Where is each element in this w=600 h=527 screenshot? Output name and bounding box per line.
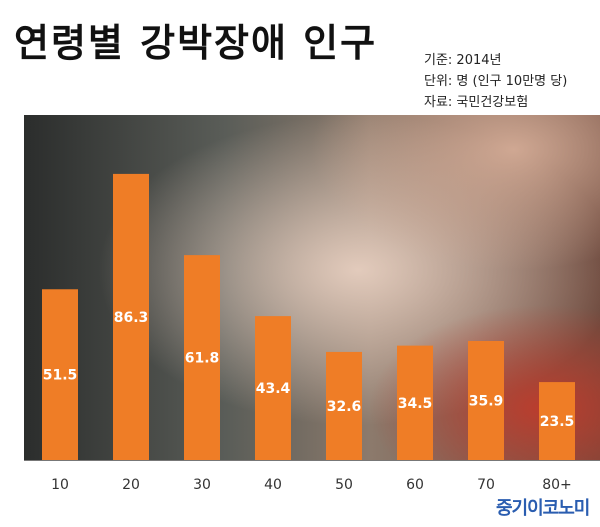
x-tick-40: 40 xyxy=(264,477,282,493)
x-tick-20: 20 xyxy=(122,477,140,493)
x-tick-10: 10 xyxy=(51,477,69,493)
x-tick-80+: 80+ xyxy=(542,477,572,493)
bar-40 xyxy=(255,316,291,460)
bar-80+ xyxy=(539,382,575,460)
data-label-20: 86.3 xyxy=(114,310,149,326)
data-label-10: 51.5 xyxy=(43,368,78,384)
bar-20 xyxy=(113,173,149,461)
data-label-70: 35.9 xyxy=(469,393,504,409)
x-tick-60: 60 xyxy=(406,477,424,493)
data-label-60: 34.5 xyxy=(398,396,433,412)
data-label-50: 32.6 xyxy=(327,399,362,415)
page-title: 연령별 강박장애 인구 xyxy=(14,21,378,65)
note-unit: 단위: 명 (인구 10만명 당) xyxy=(424,74,568,89)
data-label-80+: 23.5 xyxy=(540,414,575,430)
x-tick-50: 50 xyxy=(335,477,353,493)
bar-10 xyxy=(42,289,78,460)
note-source: 자료: 국민건강보험 xyxy=(424,95,529,110)
x-tick-30: 30 xyxy=(193,477,211,493)
bar-60 xyxy=(397,345,433,460)
background-photo xyxy=(24,115,600,460)
bar-30 xyxy=(184,255,220,460)
x-tick-70: 70 xyxy=(477,477,495,493)
brand-logo: 중기이코노미 xyxy=(496,498,590,519)
bar-70 xyxy=(468,340,504,460)
bar-50 xyxy=(326,351,362,460)
chart-notes: 기준: 2014년 단위: 명 (인구 10만명 당) 자료: 국민건강보험 xyxy=(424,50,567,113)
data-label-30: 61.8 xyxy=(185,351,220,367)
data-label-40: 43.4 xyxy=(256,381,291,397)
note-base-year: 기준: 2014년 xyxy=(424,53,502,68)
